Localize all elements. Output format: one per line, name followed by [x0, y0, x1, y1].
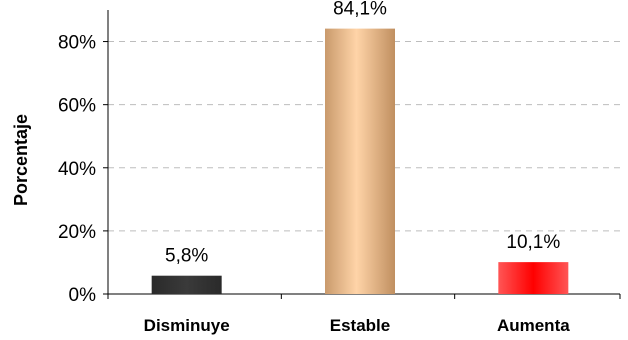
y-tick-label: 0% — [69, 285, 97, 306]
data-label-aumenta: 10,1% — [506, 232, 560, 253]
bar-estable — [325, 28, 395, 295]
bars — [151, 28, 569, 295]
y-axis-title: Porcentaje — [11, 114, 31, 206]
category-label-estable: Estable — [330, 316, 390, 335]
y-axis: 0% 20% 40% 60% 80% — [58, 10, 109, 306]
data-labels: 5,8% 84,1% 10,1% — [165, 0, 560, 267]
category-label-aumenta: Aumenta — [497, 316, 570, 335]
y-tick-label: 40% — [58, 159, 96, 180]
y-tick-label: 20% — [58, 222, 96, 243]
data-label-estable: 84,1% — [333, 0, 387, 20]
category-labels: Disminuye Estable Aumenta — [144, 316, 571, 335]
x-axis — [107, 293, 621, 299]
bar-aumenta — [498, 262, 569, 294]
category-label-disminuye: Disminuye — [144, 316, 230, 335]
y-tick-label: 80% — [58, 33, 96, 54]
y-tick-label: 60% — [58, 96, 96, 117]
data-label-disminuye: 5,8% — [165, 246, 208, 267]
bar-disminuye — [151, 275, 222, 294]
